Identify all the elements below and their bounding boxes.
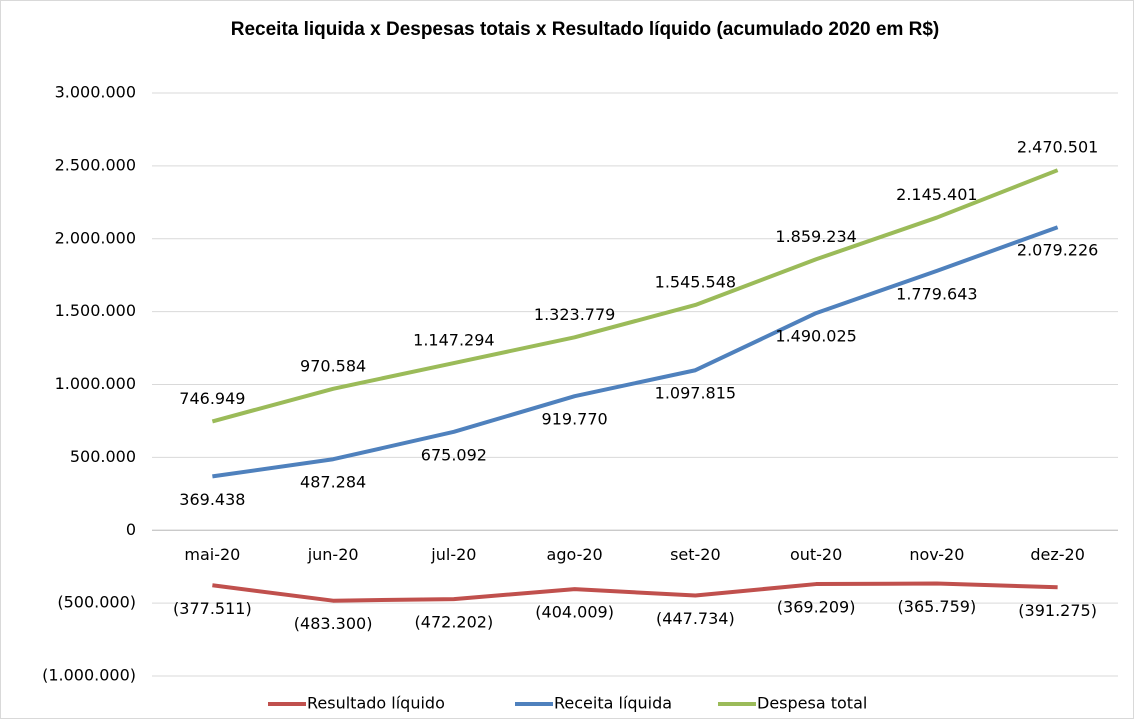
data-label: 1.147.294 [413,331,494,350]
data-label: 369.438 [179,490,245,509]
data-label: 487.284 [300,473,366,492]
data-label: (483.300) [294,614,373,633]
y-tick-label: 500.000 [70,447,136,466]
y-tick-label: (1.000.000) [42,666,136,685]
data-label: 2.079.226 [1017,241,1098,260]
x-tick-label: nov-20 [909,545,964,564]
x-tick-label: jul-20 [430,545,476,564]
data-label: (472.202) [415,613,494,632]
y-tick-label: 1.000.000 [55,374,136,393]
data-label: 1.323.779 [534,305,615,324]
x-tick-label: jun-20 [307,545,359,564]
data-label: (404.009) [535,603,614,622]
data-label: 919.770 [542,410,608,429]
x-tick-label: dez-20 [1030,545,1085,564]
data-label: 746.949 [179,389,245,408]
data-label: 675.092 [421,445,487,464]
legend-label: Despesa total [757,694,867,713]
line-series [212,581,1058,603]
data-label: 1.779.643 [896,284,977,303]
y-tick-label: 2.000.000 [55,228,136,247]
data-label: (369.209) [777,598,856,617]
data-label: (447.734) [656,609,735,628]
legend-label: Resultado líquido [307,694,445,713]
line-series [211,168,1059,424]
line-series [212,225,1059,479]
y-tick-label: (500.000) [57,593,136,612]
data-label: (391.275) [1018,601,1097,620]
x-tick-label: mai-20 [184,545,240,564]
data-label: 1.859.234 [775,227,856,246]
y-tick-label: 3.000.000 [55,83,136,102]
y-tick-label: 0 [126,520,136,539]
legend-label: Receita líquida [554,694,672,713]
data-label: 2.470.501 [1017,138,1098,157]
data-label: 970.584 [300,356,366,375]
y-tick-label: 2.500.000 [55,155,136,174]
data-label: 1.097.815 [655,384,736,403]
x-tick-label: set-20 [670,545,721,564]
x-tick-label: out-20 [790,545,842,564]
x-tick-label: ago-20 [547,545,603,564]
data-label: (377.511) [173,599,252,618]
data-label: 1.490.025 [775,327,856,346]
y-tick-label: 1.500.000 [55,301,136,320]
data-label: 1.545.548 [655,272,736,291]
chart-title: Receita liquida x Despesas totais x Resu… [231,19,940,40]
data-label: 2.145.401 [896,185,977,204]
data-label: (365.759) [898,597,977,616]
